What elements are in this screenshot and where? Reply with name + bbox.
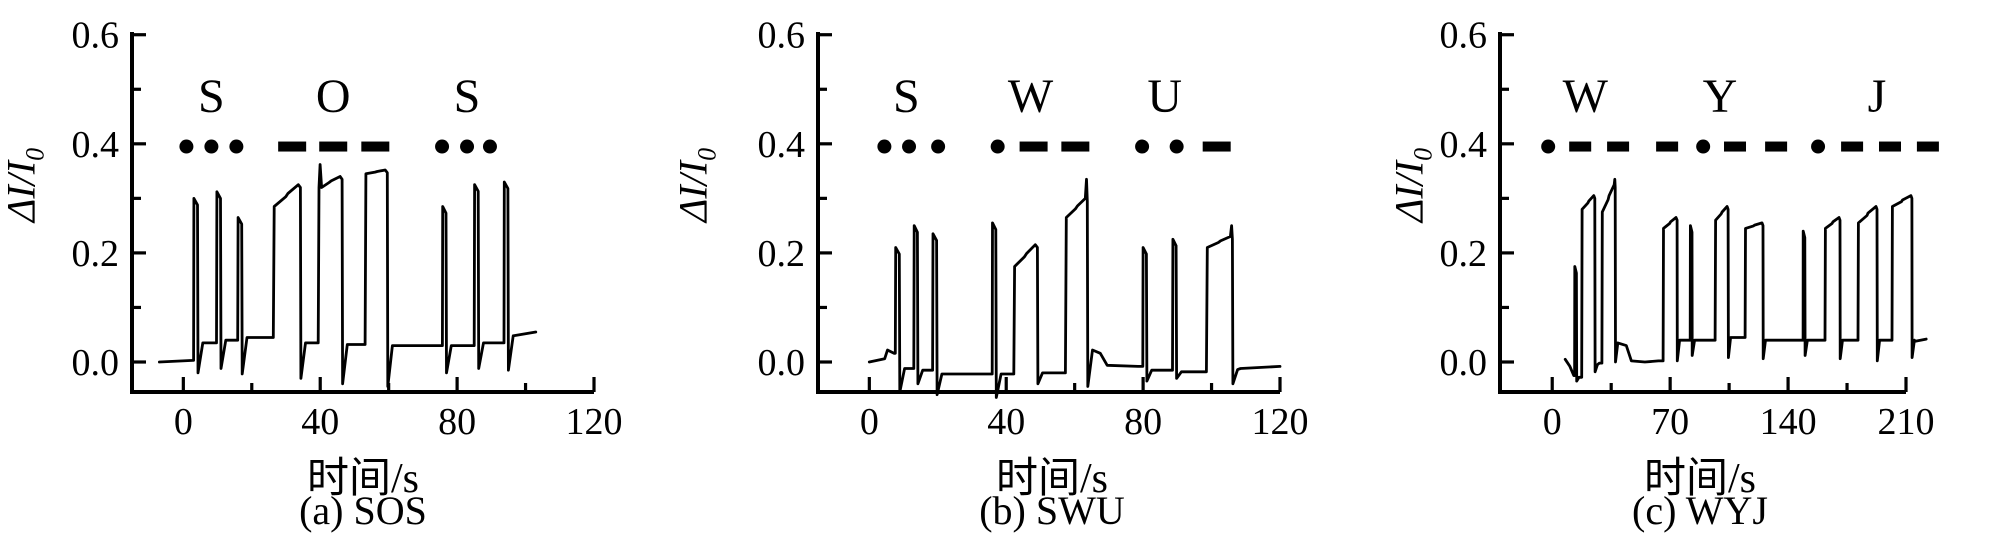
morse-dot-marker-a [482, 139, 497, 154]
y-axis-label-sub-b: 0 [692, 147, 722, 161]
morse-code-row-b [877, 139, 1231, 154]
signal-trace-swu [867, 177, 1282, 399]
morse-dot-marker-a [435, 139, 450, 154]
y-axis-label-main-c: ΔI/I [1386, 160, 1432, 223]
morse-dash-marker-c [1569, 141, 1592, 152]
morse-dot-marker-c [1541, 139, 1556, 154]
y-tick-label-c: 0.6 [1440, 15, 1488, 57]
panel-b: 0 40 80 120 0.0 0.2 0.4 0.6 S W U [758, 15, 1309, 443]
morse-dash-marker-b [1061, 141, 1090, 152]
y-axis-label-main-a: ΔI/I [0, 160, 44, 223]
signal-trace-sos [157, 163, 538, 388]
morse-dot-marker-b [1135, 139, 1150, 154]
morse-dash-marker-b [1019, 141, 1048, 152]
x-tick-label-c: 70 [1651, 401, 1689, 443]
morse-dot-marker-a [204, 139, 219, 154]
y-axis-label-b: ΔI/I0 [670, 148, 723, 222]
y-axis-label-a: ΔI/I0 [0, 148, 51, 222]
x-tick-label-a: 40 [301, 401, 339, 443]
letter-annotation-s-a: S [198, 70, 225, 123]
y-axis-label-main-b: ΔI/I [670, 160, 716, 223]
y-axis-label-sub-a: 0 [20, 147, 50, 161]
x-tick-label-c: 0 [1543, 401, 1562, 443]
panel-a: 0 40 80 120 0.0 0.2 0.4 0.6 S O S [72, 15, 623, 443]
letter-annotation-u-b: U [1147, 70, 1182, 123]
y-tick-label-c: 0.4 [1440, 124, 1488, 166]
letter-annotation-s-b: S [893, 70, 920, 123]
x-tick-label-a: 120 [566, 401, 623, 443]
morse-dash-marker-a [278, 141, 307, 152]
letter-annotation-s-a: S [454, 70, 481, 123]
morse-dash-marker-c [1916, 141, 1939, 152]
morse-dot-marker-a [460, 139, 475, 154]
morse-dot-marker-a [179, 139, 194, 154]
letter-annotation-w-b: W [1008, 70, 1054, 123]
letter-annotation-w-c: W [1563, 70, 1609, 123]
x-tick-label-a: 0 [174, 401, 193, 443]
y-tick-label-c: 0.2 [1440, 233, 1488, 275]
letter-annotation-y-c: Y [1703, 70, 1738, 123]
morse-dash-marker-c [1724, 141, 1747, 152]
y-tick-label-b: 0.6 [758, 15, 806, 57]
morse-code-row-a [179, 139, 497, 154]
x-axis-label-b: 时间/s [995, 456, 1109, 502]
morse-dash-marker-c [1656, 141, 1679, 152]
morse-dot-marker-b [990, 139, 1005, 154]
morse-dash-marker-b [1202, 141, 1231, 152]
y-axis-label-c: ΔI/I0 [1386, 148, 1439, 222]
morse-dot-marker-b [902, 139, 917, 154]
morse-dash-marker-a [361, 141, 390, 152]
y-tick-label-a: 0.6 [72, 15, 120, 57]
morse-dot-marker-b [1169, 139, 1184, 154]
y-axis-label-sub-c: 0 [1408, 147, 1438, 161]
panel-c: 0 70 140 210 0.0 0.2 0.4 0.6 W Y J [1440, 15, 1939, 443]
x-tick-label-c: 210 [1878, 401, 1935, 443]
y-tick-label-a: 0.0 [72, 342, 120, 384]
panel-caption-b: (b) SWU [979, 488, 1125, 533]
x-tick-label-c: 140 [1760, 401, 1817, 443]
panel-caption-a: (a) SOS [299, 488, 427, 533]
morse-dot-marker-b [877, 139, 892, 154]
y-tick-label-b: 0.4 [758, 124, 806, 166]
panel-caption-c: (c) WYJ [1632, 488, 1768, 533]
morse-dash-marker-c [1765, 141, 1788, 152]
morse-dot-marker-c [1696, 139, 1711, 154]
x-tick-label-b: 120 [1252, 401, 1309, 443]
x-axis-label-a: 时间/s [306, 456, 420, 502]
morse-code-row-c [1541, 139, 1939, 154]
morse-dot-marker-c [1811, 139, 1826, 154]
x-tick-label-b: 40 [987, 401, 1025, 443]
morse-dot-marker-b [931, 139, 946, 154]
x-tick-label-b: 80 [1124, 401, 1162, 443]
y-tick-label-c: 0.0 [1440, 342, 1488, 384]
x-tick-label-a: 80 [438, 401, 476, 443]
morse-dash-marker-c [1607, 141, 1630, 152]
morse-dash-marker-a [319, 141, 348, 152]
y-tick-label-a: 0.4 [72, 124, 120, 166]
x-tick-label-b: 0 [860, 401, 879, 443]
morse-dash-marker-c [1841, 141, 1864, 152]
signal-trace-wyj [1563, 177, 1928, 383]
y-tick-label-b: 0.2 [758, 233, 806, 275]
y-tick-label-a: 0.2 [72, 233, 120, 275]
letter-annotation-o-a: O [316, 70, 351, 123]
morse-dot-marker-a [229, 139, 244, 154]
letter-annotation-j-c: J [1868, 70, 1887, 123]
morse-dash-marker-c [1878, 141, 1901, 152]
y-tick-label-b: 0.0 [758, 342, 806, 384]
x-axis-label-c: 时间/s [1643, 456, 1757, 502]
